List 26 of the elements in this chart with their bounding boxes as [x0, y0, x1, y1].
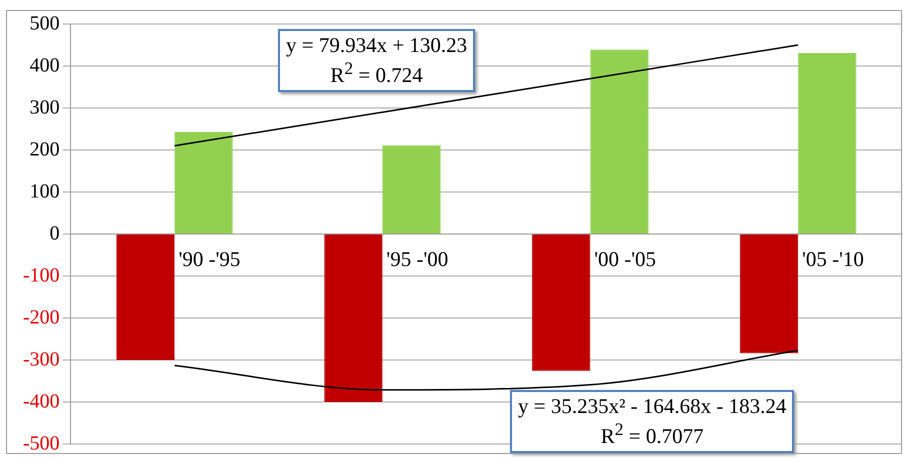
- x-tick-label: '05 -'10: [802, 247, 864, 272]
- bar: [590, 50, 648, 234]
- bar: [174, 132, 233, 234]
- bar: [324, 234, 382, 402]
- bar: [382, 145, 441, 234]
- x-tick-label: '95 -'00: [386, 247, 448, 272]
- y-tick-label: 300: [30, 96, 60, 118]
- y-tick-label: -400: [22, 390, 60, 412]
- x-tick-label: '90 -'95: [178, 247, 240, 272]
- annotation: y = 79.934x + 130.23 R$^{2}$ = 0.724: [278, 29, 476, 92]
- y-tick-label: -500: [22, 432, 60, 454]
- bar: [740, 234, 798, 354]
- bar: [532, 234, 590, 371]
- annotation: y = 35.235x² - 164.68x - 183.24 R$^{2}$ = 0.7077: [510, 390, 794, 454]
- y-tick-label: 400: [30, 54, 60, 76]
- line-series: [174, 350, 799, 391]
- bar: [116, 234, 175, 360]
- y-tick-label: -200: [22, 306, 60, 328]
- y-tick-label: 0: [50, 222, 60, 244]
- y-tick-label: -100: [22, 264, 60, 286]
- y-tick-label: 200: [30, 138, 60, 160]
- y-tick-label: -300: [22, 348, 60, 370]
- x-tick-label: '00 -'05: [594, 247, 656, 272]
- bar: [798, 52, 856, 234]
- y-tick-label: 500: [30, 12, 60, 34]
- y-tick-label: 100: [30, 180, 60, 202]
